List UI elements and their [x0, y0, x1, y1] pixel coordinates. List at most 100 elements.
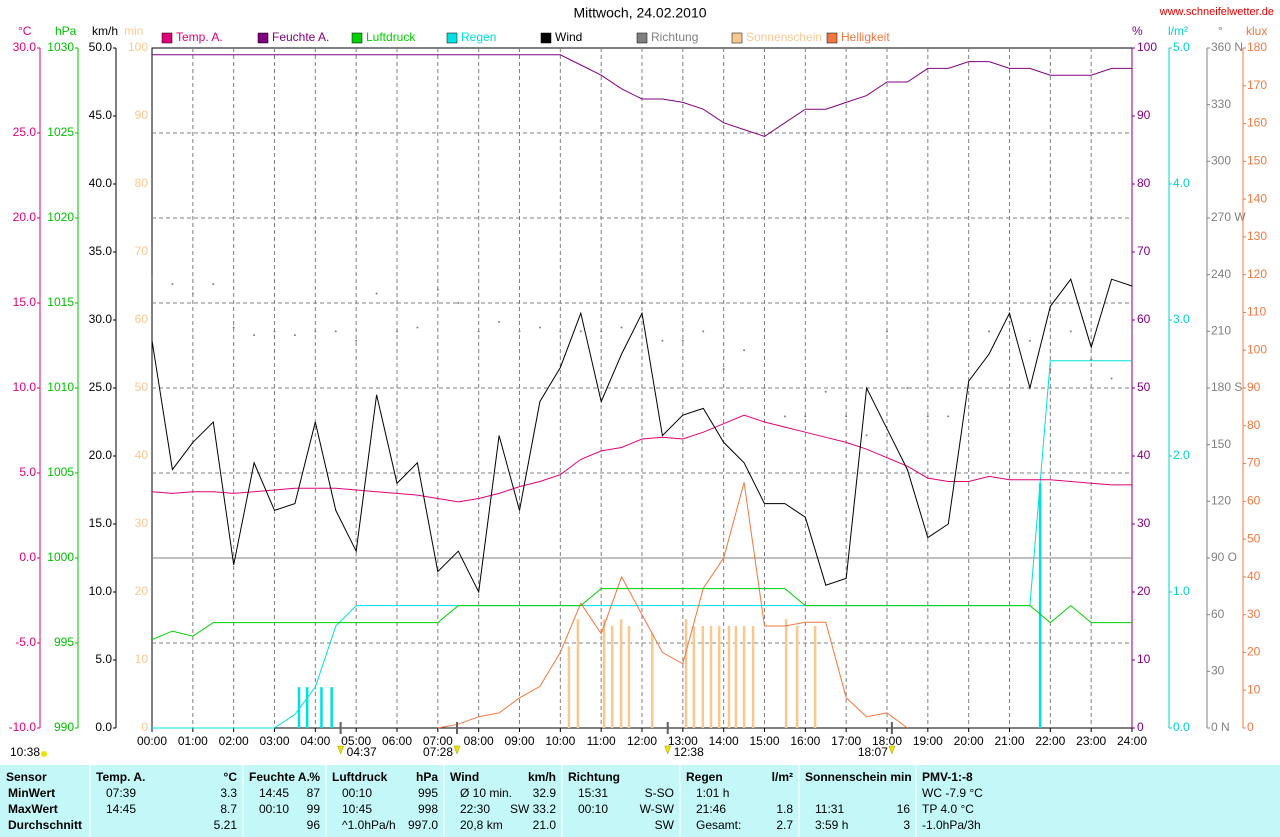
- direction-dot: [171, 283, 174, 286]
- table-cell: 14:45: [106, 802, 136, 816]
- y-tick-label: 70: [135, 244, 149, 258]
- table-cell: 21.0: [533, 818, 557, 832]
- bar: [330, 687, 333, 728]
- legend-label: Regen: [461, 30, 496, 44]
- y-tick-label: 10.0: [89, 584, 113, 598]
- annotation: 07:28: [423, 745, 453, 759]
- table-cell: 10:45: [342, 802, 372, 816]
- table-cell: 3.3: [220, 786, 237, 800]
- direction-dot: [947, 415, 950, 418]
- axis-unit: km/h: [92, 24, 118, 38]
- y-tick-label: 0: [141, 720, 148, 734]
- direction-dot: [1131, 330, 1133, 333]
- y-tick-label: 80: [1137, 176, 1151, 190]
- bar: [742, 626, 746, 728]
- direction-dot: [845, 415, 848, 418]
- legend-label: Temp. A.: [176, 30, 223, 44]
- y-tick-label: 60: [1247, 494, 1261, 508]
- table-cell: Gesamt:: [696, 818, 741, 832]
- y-tick-label: 0.0: [1173, 720, 1190, 734]
- direction-dot: [273, 330, 276, 333]
- direction-dot: [375, 292, 378, 295]
- x-tick-label: 07:00: [423, 734, 453, 748]
- y-tick-label: 70: [1247, 456, 1261, 470]
- annotation: 10:38: [10, 745, 40, 759]
- y-tick-label: 170: [1247, 78, 1267, 92]
- direction-dot: [212, 283, 215, 286]
- direction-dot: [396, 330, 398, 333]
- table-cell: -1.0hPa/3h: [922, 818, 981, 832]
- table-cell: 8.7: [220, 802, 237, 816]
- x-tick-label: 17:00: [831, 734, 861, 748]
- bar: [717, 626, 721, 728]
- table-cell: 5.21: [214, 818, 238, 832]
- table-cell: MaxWert: [8, 802, 58, 816]
- x-tick-label: 11:00: [587, 734, 616, 748]
- table-cell: Ø 10 min.: [460, 786, 512, 800]
- table-cell: 11:31: [815, 802, 844, 816]
- bar: [320, 687, 323, 728]
- bar: [627, 626, 631, 728]
- x-tick-label: 08:00: [464, 734, 494, 748]
- legend-swatch: [826, 32, 838, 44]
- legend-swatch: [257, 32, 269, 44]
- x-tick-label: 24:00: [1117, 734, 1147, 748]
- sun-icon: [337, 745, 345, 755]
- series-line: [151, 278, 1133, 594]
- y-tick-label: 25.0: [89, 380, 113, 394]
- table-cell: 998: [418, 802, 438, 816]
- y-tick-label: 50: [1137, 380, 1151, 394]
- legend-label: Luftdruck: [366, 30, 416, 44]
- direction-dot: [886, 330, 888, 333]
- table-cell: 20,8 km: [460, 818, 503, 832]
- y-tick-label: 20: [1137, 584, 1151, 598]
- y-tick-label: 0: [1247, 720, 1254, 734]
- y-tick-label: 5.0: [95, 652, 112, 666]
- series-line: [437, 482, 908, 729]
- series-line: [152, 54, 1132, 137]
- direction-dot: [906, 387, 909, 389]
- table-unit: l/m²: [772, 770, 793, 784]
- bar: [576, 619, 580, 728]
- table-header: Richtung: [568, 770, 620, 784]
- direction-dot: [967, 387, 970, 389]
- table-cell: ^1.0hPa/h: [342, 818, 396, 832]
- y-tick-label: 130: [1247, 229, 1267, 243]
- sun-icon: [41, 751, 47, 757]
- y-tick-label: 45.0: [89, 108, 113, 122]
- direction-dot: [1028, 339, 1031, 342]
- x-tick-label: 13:00: [668, 734, 698, 748]
- axis-unit: hPa: [55, 24, 77, 38]
- y-tick-label: 995: [54, 635, 74, 649]
- y-tick-label: 360 N: [1211, 40, 1243, 54]
- y-tick-label: 210: [1211, 324, 1231, 338]
- table-cell: 995: [418, 786, 438, 800]
- y-tick-label: 30: [1211, 664, 1225, 678]
- table-cell: 1:01 h: [696, 786, 729, 800]
- y-tick-label: 0.0: [95, 720, 112, 734]
- bar: [610, 626, 614, 728]
- table-unit: km/h: [528, 770, 556, 784]
- legend-label: Sonnenschein: [746, 30, 822, 44]
- y-tick-label: 5.0: [1173, 40, 1190, 54]
- y-tick-label: 0.0: [19, 550, 36, 564]
- y-tick-label: 0 N: [1211, 720, 1230, 734]
- direction-dot: [498, 320, 501, 323]
- y-tick-label: 50: [1247, 531, 1261, 545]
- series-line: [151, 414, 1132, 503]
- table-cell: 997.0: [408, 818, 438, 832]
- x-tick-label: 02:00: [219, 734, 249, 748]
- y-tick-label: 120: [1211, 494, 1231, 508]
- axis-unit: °: [1218, 24, 1223, 38]
- direction-dot: [600, 330, 603, 333]
- y-tick-label: 2.0: [1173, 448, 1190, 462]
- y-tick-label: 60: [135, 312, 149, 326]
- sun-icon: [888, 745, 896, 755]
- table-cell: 96: [307, 818, 321, 832]
- sun-icon: [664, 745, 672, 755]
- y-tick-label: 1020: [47, 210, 74, 224]
- direction-dot: [151, 277, 153, 280]
- y-tick-label: 10.0: [13, 380, 37, 394]
- direction-dot: [1090, 358, 1093, 361]
